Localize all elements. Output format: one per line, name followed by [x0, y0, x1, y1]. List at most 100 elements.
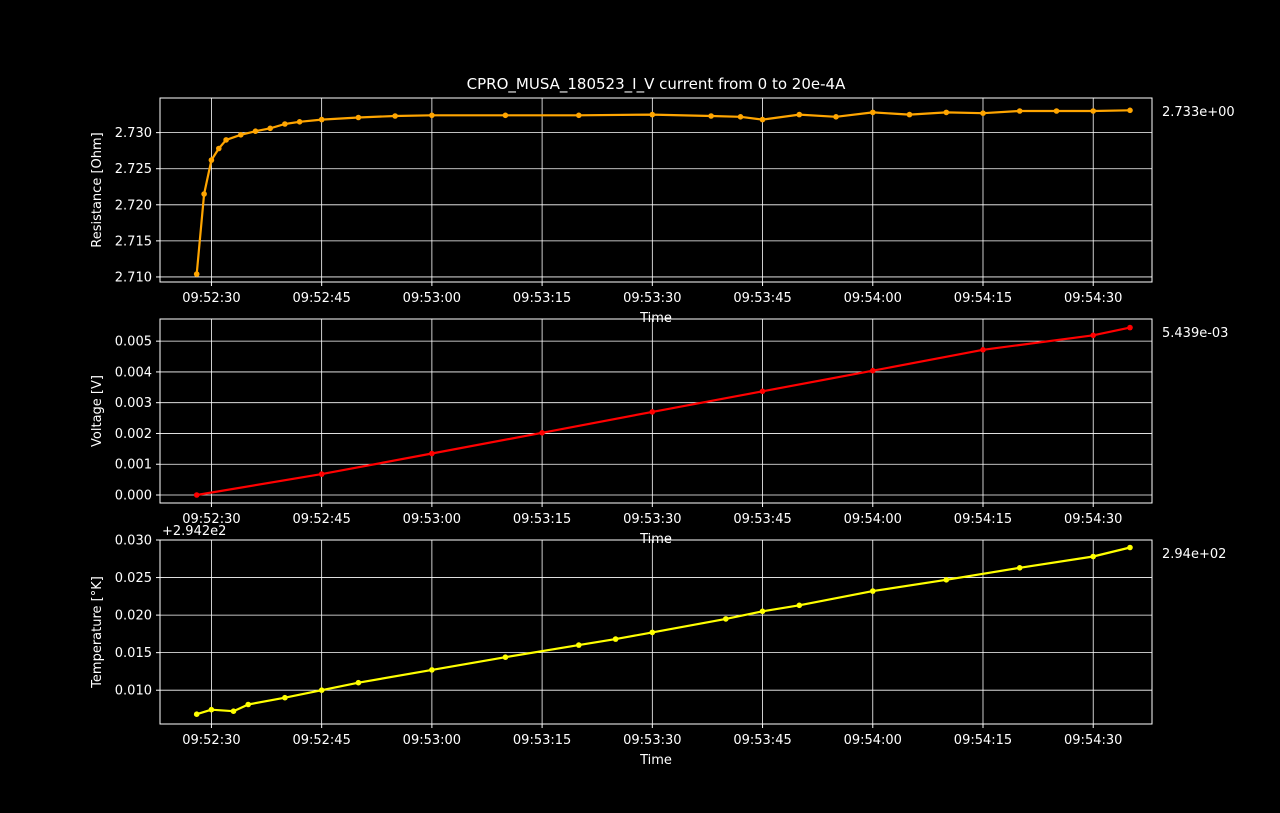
voltage-y-tick-label: 0.002: [115, 427, 152, 442]
resistance-data-point: [1090, 108, 1096, 114]
temperature-x-tick-label: 09:53:30: [623, 733, 681, 748]
voltage-x-tick-label: 09:53:00: [403, 512, 461, 527]
temperature-x-ticks: 09:52:30 09:52:45 09:53:00 09:53:15 09:53:30…: [182, 724, 1122, 748]
voltage-data-point: [539, 430, 545, 436]
resistance-series: [193, 107, 1133, 277]
resistance-data-point: [980, 110, 986, 116]
resistance-data-point: [429, 112, 435, 119]
temperature-axes-frame: [159, 539, 1153, 725]
voltage-data-point: [759, 388, 766, 395]
temperature-y-ticks: 0.010 0.015 0.020 0.025 0.030: [115, 534, 160, 699]
temperature-x-tick-label: 09:54:15: [954, 733, 1012, 748]
temperature-last-value-label: 2.94e+02: [1162, 547, 1226, 562]
temperature-data-point: [502, 654, 509, 660]
chart-title: CPRO_MUSA_180523_I_V current from 0 to 2…: [467, 75, 846, 94]
resistance-x-tick-label: 09:52:45: [292, 291, 350, 306]
temperature-series: [193, 544, 1133, 717]
voltage-y-tick-label: 0.000: [115, 489, 152, 504]
voltage-x-tick-label: 09:52:45: [292, 512, 350, 527]
temperature-data-point: [576, 642, 582, 648]
resistance-data-point: [870, 109, 876, 116]
temperature-x-tick-label: 09:53:45: [733, 733, 791, 748]
voltage-x-ticks: 09:52:30 09:52:45 09:53:00 09:53:15 09:53:30…: [182, 503, 1122, 527]
temperature-offset-label: +2.942e2: [162, 524, 226, 539]
resistance-data-point: [223, 137, 229, 143]
temperature-x-tick-label: 09:53:00: [403, 733, 461, 748]
resistance-data-point: [1016, 108, 1023, 114]
voltage-x-tick-label: 09:53:45: [733, 512, 791, 527]
temperature-y-tick-label: 0.025: [115, 571, 152, 586]
resistance-data-point: [708, 113, 714, 119]
temperature-panel: 09:52:30 09:52:45 09:53:00 09:53:15 09:53:30…: [90, 524, 1226, 768]
resistance-data-point: [282, 121, 288, 127]
temperature-data-point: [245, 701, 251, 708]
voltage-axes-frame: [159, 318, 1153, 504]
resistance-data-point: [502, 112, 509, 119]
voltage-x-tick-label: 09:54:15: [954, 512, 1012, 527]
temperature-y-tick-label: 0.020: [115, 609, 152, 624]
resistance-panel: 09:52:30 09:52:45 09:53:00 09:53:15 09:53:30…: [90, 97, 1235, 326]
resistance-y-tick-label: 2.730: [115, 126, 152, 141]
resistance-y-tick-label: 2.720: [115, 198, 152, 213]
voltage-y-tick-label: 0.004: [115, 365, 152, 380]
resistance-x-tick-label: 09:54:15: [954, 291, 1012, 306]
voltage-panel: 09:52:30 09:52:45 09:53:00 09:53:15 09:53:30…: [90, 318, 1228, 547]
temperature-y-tick-label: 0.010: [115, 684, 152, 699]
voltage-series: [193, 324, 1133, 498]
temperature-data-point: [649, 629, 656, 636]
temperature-data-point: [429, 667, 435, 673]
temperature-data-point: [759, 608, 766, 615]
resistance-data-point: [216, 145, 222, 152]
voltage-data-point: [1127, 324, 1133, 331]
resistance-data-point: [208, 157, 215, 163]
voltage-x-tick-label: 09:54:00: [844, 512, 902, 527]
resistance-data-point: [1053, 108, 1060, 114]
temperature-data-point: [870, 588, 876, 594]
temperature-series-line: [196, 546, 1131, 716]
temperature-data-point: [723, 616, 729, 622]
voltage-data-point: [1090, 332, 1096, 339]
temperature-x-tick-label: 09:52:45: [292, 733, 350, 748]
temperature-y-axis-label: Temperature [°K]: [90, 576, 105, 689]
resistance-x-tick-label: 09:54:30: [1064, 291, 1122, 306]
voltage-y-tick-label: 0.005: [115, 335, 152, 350]
voltage-data-point: [980, 347, 986, 353]
resistance-data-point: [296, 119, 303, 125]
resistance-x-tick-label: 09:53:45: [733, 291, 791, 306]
resistance-data-point: [737, 114, 744, 120]
resistance-x-tick-label: 09:53:00: [403, 291, 461, 306]
resistance-data-point: [267, 125, 274, 132]
resistance-y-axis-label: Resistance [Ohm]: [90, 132, 105, 247]
voltage-data-point: [318, 471, 325, 477]
resistance-series-line: [195, 109, 1131, 275]
temperature-y-tick-label: 0.015: [115, 646, 152, 661]
voltage-x-tick-label: 09:53:15: [513, 512, 571, 527]
resistance-axes-frame: [159, 97, 1153, 283]
temperature-data-point: [208, 706, 215, 713]
temperature-data-point: [1127, 544, 1133, 551]
temperature-data-point: [318, 687, 325, 693]
temperature-data-point: [612, 636, 619, 642]
resistance-data-point: [1127, 107, 1133, 114]
resistance-data-point: [833, 114, 839, 120]
resistance-x-tick-label: 09:53:30: [623, 291, 681, 306]
temperature-x-axis-label: Time: [639, 753, 672, 768]
resistance-x-ticks: 09:52:30 09:52:45 09:53:00 09:53:15 09:53:30…: [182, 282, 1122, 306]
temperature-data-point: [1090, 553, 1096, 560]
voltage-data-point: [429, 450, 435, 457]
resistance-data-point: [252, 128, 259, 134]
resistance-y-tick-label: 2.710: [115, 270, 152, 285]
resistance-data-point: [649, 111, 656, 118]
temperature-x-tick-label: 09:54:00: [844, 733, 902, 748]
resistance-data-point: [943, 109, 950, 116]
voltage-data-point: [193, 492, 200, 498]
resistance-y-ticks: 2.710 2.715 2.720 2.725 2.730: [115, 126, 160, 285]
resistance-data-point: [576, 112, 582, 119]
temperature-data-point: [355, 679, 362, 686]
temperature-data-point: [282, 694, 288, 701]
temperature-data-point: [796, 602, 803, 609]
temperature-data-point: [1016, 565, 1023, 571]
resistance-x-tick-label: 09:52:30: [182, 291, 240, 306]
temperature-x-tick-label: 09:54:30: [1064, 733, 1122, 748]
